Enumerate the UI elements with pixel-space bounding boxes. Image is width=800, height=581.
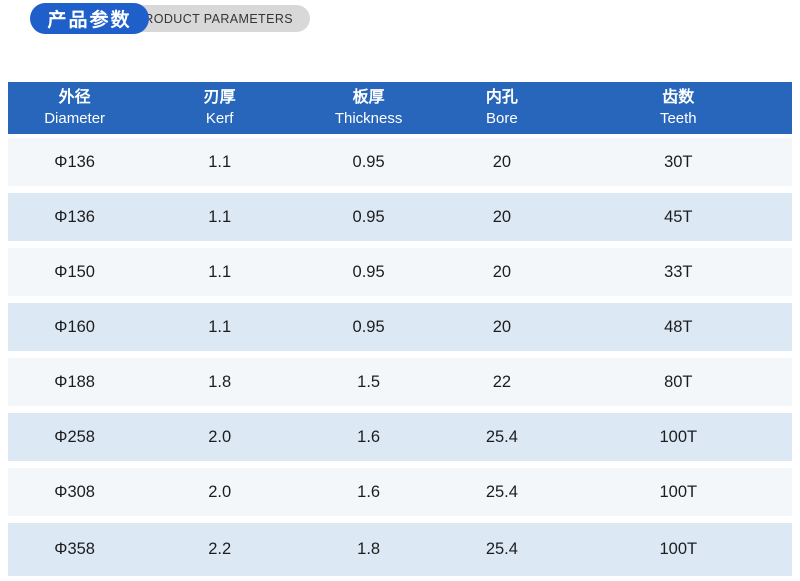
cell-teeth: 30T <box>664 152 693 171</box>
cell-teeth: 45T <box>664 207 693 226</box>
cell-teeth: 48T <box>664 317 693 336</box>
header-col-kerf-cn: 刃厚 <box>203 88 236 106</box>
table-row: Φ136 1.1 0.95 20 45T <box>8 193 792 241</box>
cell-thickness: 1.6 <box>357 482 381 501</box>
cell-diameter: Φ308 <box>54 482 95 501</box>
table-body: Φ136 1.1 0.95 20 30T Φ136 1.1 0.95 20 45… <box>8 138 792 576</box>
cell-kerf: 2.0 <box>208 427 232 446</box>
header-col-bore-cn: 内孔 <box>485 88 518 106</box>
table-row: Φ358 2.2 1.8 25.4 100T <box>8 523 792 576</box>
cell-thickness: 1.8 <box>357 540 381 558</box>
header-col-diameter-cn: 外径 <box>58 88 91 106</box>
cell-bore: 25.4 <box>485 427 518 446</box>
cell-diameter: Φ160 <box>54 317 95 336</box>
table-row: Φ160 1.1 0.95 20 48T <box>8 303 792 351</box>
cell-diameter: Φ136 <box>54 152 95 171</box>
header-col-bore: 内孔 Bore <box>439 88 564 128</box>
cell-thickness: 1.6 <box>357 427 381 446</box>
cell-kerf: 2.2 <box>208 540 232 558</box>
header-col-bore-en: Bore <box>486 109 518 127</box>
header-col-teeth-en: Teeth <box>659 109 697 127</box>
cell-teeth: 80T <box>664 372 693 391</box>
header-col-diameter-en: Diameter <box>44 109 106 127</box>
cell-kerf: 1.8 <box>208 372 232 391</box>
cell-thickness: 0.95 <box>352 152 385 171</box>
cell-teeth: 100T <box>659 482 698 501</box>
cell-teeth: 100T <box>659 540 698 558</box>
cell-kerf: 1.1 <box>208 207 232 226</box>
badge-english-pill: PRODUCT PARAMETERS <box>122 5 310 32</box>
cell-kerf: 2.0 <box>208 482 232 501</box>
cell-kerf: 1.1 <box>208 262 232 281</box>
cell-bore: 20 <box>492 262 512 281</box>
cell-diameter: Φ188 <box>54 372 95 391</box>
table-row: Φ188 1.8 1.5 22 80T <box>8 358 792 406</box>
cell-kerf: 1.1 <box>208 152 232 171</box>
cell-diameter: Φ258 <box>54 427 95 446</box>
badge-title-cn: 产品参数 <box>47 10 132 31</box>
parameters-table: 外径 Diameter 刃厚 Kerf 板厚 Thickness 内孔 Bore… <box>8 82 792 576</box>
cell-diameter: Φ150 <box>54 262 95 281</box>
cell-thickness: 1.5 <box>357 372 381 391</box>
header-col-teeth: 齿数 Teeth <box>565 88 792 128</box>
cell-thickness: 0.95 <box>352 317 385 336</box>
cell-bore: 20 <box>492 317 512 336</box>
header-col-diameter: 外径 Diameter <box>8 88 141 128</box>
header-col-thickness-en: Thickness <box>334 109 403 127</box>
table-row: Φ308 2.0 1.6 25.4 100T <box>8 468 792 516</box>
cell-bore: 22 <box>492 372 512 391</box>
table-row: Φ258 2.0 1.6 25.4 100T <box>8 413 792 461</box>
cell-bore: 20 <box>492 207 512 226</box>
cell-teeth: 100T <box>659 427 698 446</box>
header-col-thickness-cn: 板厚 <box>352 88 385 106</box>
cell-bore: 20 <box>492 152 512 171</box>
badge-title-en: PRODUCT PARAMETERS <box>135 11 293 26</box>
cell-bore: 25.4 <box>485 540 518 558</box>
cell-thickness: 0.95 <box>352 262 385 281</box>
cell-kerf: 1.1 <box>208 317 232 336</box>
table-row: Φ150 1.1 0.95 20 33T <box>8 248 792 296</box>
cell-bore: 25.4 <box>485 482 518 501</box>
cell-teeth: 33T <box>664 262 693 281</box>
header-col-kerf: 刃厚 Kerf <box>141 88 298 128</box>
cell-thickness: 0.95 <box>352 207 385 226</box>
header-col-thickness: 板厚 Thickness <box>298 88 439 128</box>
header-col-teeth-cn: 齿数 <box>662 88 695 106</box>
cell-diameter: Φ136 <box>54 207 95 226</box>
table-row: Φ136 1.1 0.95 20 30T <box>8 138 792 186</box>
cell-diameter: Φ358 <box>54 540 95 558</box>
badge-chinese-pill: 产品参数 <box>30 3 149 34</box>
header-col-kerf-en: Kerf <box>205 109 234 127</box>
table-header-row: 外径 Diameter 刃厚 Kerf 板厚 Thickness 内孔 Bore… <box>8 82 792 134</box>
